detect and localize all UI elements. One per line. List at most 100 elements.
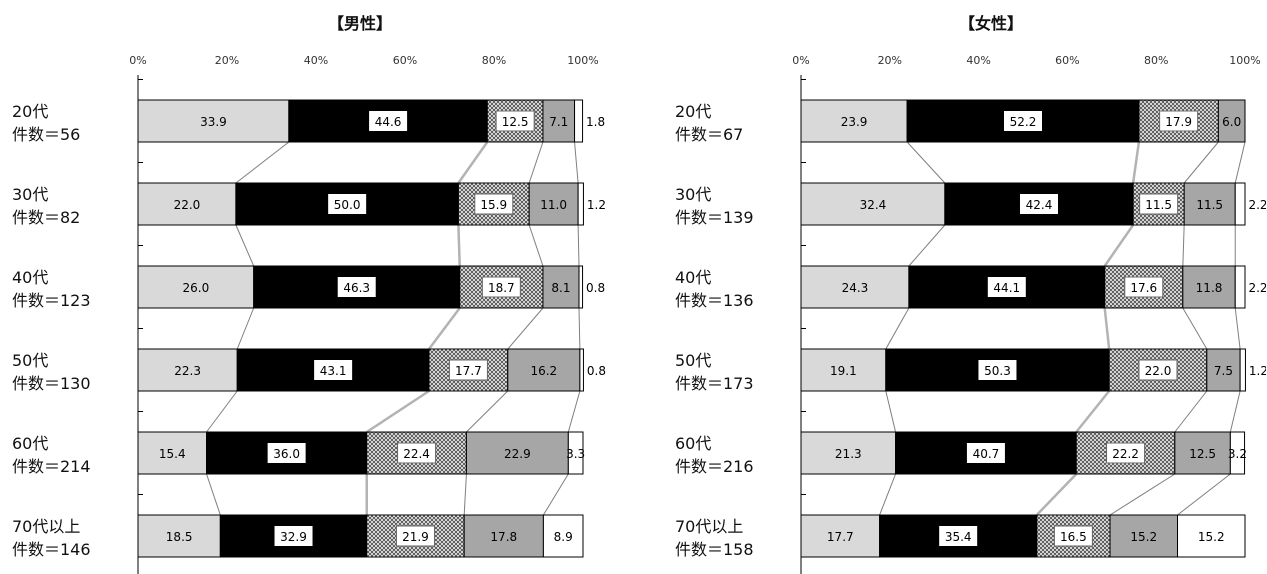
- category-label: 50代: [675, 351, 711, 370]
- data-label: 42.4: [1026, 198, 1053, 212]
- data-label: 11.5: [1196, 198, 1223, 212]
- series-line: [1076, 391, 1109, 432]
- series-line: [579, 308, 580, 349]
- data-label: 50.0: [334, 198, 361, 212]
- x-tick-label: 20%: [215, 54, 239, 67]
- data-label: 19.1: [830, 364, 857, 378]
- data-label: 33.9: [200, 115, 227, 129]
- data-label: 7.5: [1214, 364, 1233, 378]
- female-chart-panel: 【女性】 0% 20% 40% 60% 80% 100% 20代 件数＝67 23.9 52.2 1…: [633, 0, 1266, 574]
- data-label: 11.0: [540, 198, 567, 212]
- data-label: 7.1: [549, 115, 568, 129]
- category-label: 20代: [675, 102, 711, 121]
- series-line: [1184, 142, 1218, 183]
- category-count-label: 件数＝139: [675, 208, 754, 227]
- data-label: 22.0: [1145, 364, 1172, 378]
- data-label: 6.0: [1222, 115, 1241, 129]
- series-line: [575, 142, 579, 183]
- data-label: 36.0: [273, 447, 300, 461]
- series-line: [909, 225, 945, 266]
- series-line: [1037, 474, 1077, 515]
- data-label: 18.7: [488, 281, 515, 295]
- series-line: [237, 308, 253, 349]
- data-label: 15.2: [1130, 530, 1157, 544]
- category-count-label: 件数＝123: [12, 291, 91, 310]
- data-label: 24.3: [842, 281, 869, 295]
- series-line: [207, 474, 221, 515]
- series-line: [1175, 391, 1207, 432]
- series-line: [578, 225, 579, 266]
- data-label: 43.1: [320, 364, 347, 378]
- x-tick-label: 0%: [129, 54, 146, 67]
- data-label: 17.7: [827, 530, 854, 544]
- bar-segment: [1240, 349, 1245, 391]
- series-line: [1235, 308, 1240, 349]
- series-line: [886, 391, 896, 432]
- data-label: 15.2: [1198, 530, 1225, 544]
- series-line: [236, 142, 289, 183]
- series-line: [367, 391, 429, 432]
- x-tick-label: 40%: [966, 54, 990, 67]
- data-label: 2.2: [1248, 281, 1266, 295]
- data-label: 21.9: [402, 530, 429, 544]
- series-line: [543, 474, 568, 515]
- data-label: 22.9: [504, 447, 531, 461]
- data-label: 12.5: [502, 115, 529, 129]
- data-label: 40.7: [973, 447, 1000, 461]
- data-label: 12.5: [1189, 447, 1216, 461]
- data-label: 0.8: [586, 281, 605, 295]
- data-label: 35.4: [945, 530, 972, 544]
- data-label: 11.5: [1145, 198, 1172, 212]
- category-label: 30代: [675, 185, 711, 204]
- x-tick-label: 100%: [567, 54, 598, 67]
- data-label: 3.3: [566, 447, 585, 461]
- x-tick-label: 20%: [878, 54, 902, 67]
- female-chart-svg: 0% 20% 40% 60% 80% 100%20代件数＝6723.9 52.2 17.9 6.…: [633, 0, 1266, 574]
- data-label: 15.9: [480, 198, 507, 212]
- category-count-label: 件数＝158: [675, 540, 754, 559]
- category-count-label: 件数＝214: [12, 457, 91, 476]
- male-chart-panel: 【男性】 0% 20% 40% 60% 80% 100% 20代 件数＝56 33.9 44.6 1…: [0, 0, 633, 574]
- series-line: [529, 225, 543, 266]
- x-tick-label: 60%: [393, 54, 417, 67]
- series-line: [1105, 225, 1133, 266]
- data-label: 15.4: [159, 447, 186, 461]
- category-count-label: 件数＝136: [675, 291, 754, 310]
- data-label: 1.2: [1249, 364, 1266, 378]
- bar-segment: [580, 349, 584, 391]
- data-label: 21.3: [835, 447, 862, 461]
- data-label: 1.2: [587, 198, 606, 212]
- category-count-label: 件数＝173: [675, 374, 754, 393]
- x-tick-label: 100%: [1229, 54, 1260, 67]
- category-count-label: 件数＝67: [675, 125, 743, 144]
- category-label: 70代以上: [675, 517, 743, 536]
- series-line: [1230, 391, 1240, 432]
- x-tick-label: 80%: [482, 54, 506, 67]
- category-label: 40代: [675, 268, 711, 287]
- series-line: [1110, 474, 1175, 515]
- series-line: [1183, 225, 1184, 266]
- category-count-label: 件数＝130: [12, 374, 91, 393]
- category-label: 40代: [12, 268, 48, 287]
- data-label: 52.2: [1010, 115, 1037, 129]
- series-line: [568, 391, 580, 432]
- data-label: 8.9: [554, 530, 573, 544]
- data-label: 22.0: [174, 198, 201, 212]
- series-line: [1183, 308, 1207, 349]
- category-count-label: 件数＝146: [12, 540, 91, 559]
- data-label: 22.2: [1112, 447, 1139, 461]
- data-label: 46.3: [343, 281, 370, 295]
- data-label: 17.6: [1130, 281, 1157, 295]
- category-count-label: 件数＝56: [12, 125, 80, 144]
- bar-segment: [1235, 266, 1245, 308]
- data-label: 0.8: [587, 364, 606, 378]
- data-label: 32.9: [280, 530, 307, 544]
- series-line: [466, 391, 507, 432]
- data-label: 11.8: [1196, 281, 1223, 295]
- series-line: [880, 474, 896, 515]
- series-line: [886, 308, 909, 349]
- data-label: 23.9: [841, 115, 868, 129]
- series-line: [458, 225, 459, 266]
- series-line: [1178, 474, 1231, 515]
